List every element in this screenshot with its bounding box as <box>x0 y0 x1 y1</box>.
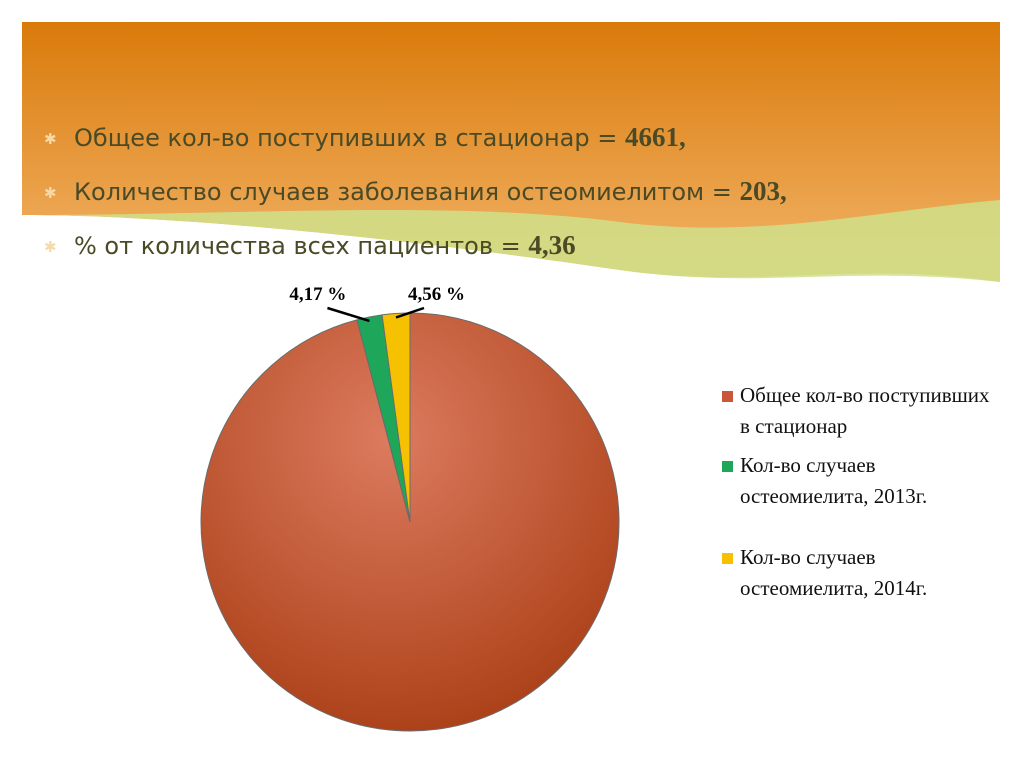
leader-line <box>327 306 370 323</box>
legend-item: Кол-во случаев остеомиелита, 2014г. <box>718 542 998 604</box>
data-label: 4,17 % <box>289 284 346 305</box>
bullet-value: 4661, <box>624 122 686 152</box>
bullet-text: Общее кол-во поступивших в стационар = <box>74 124 625 152</box>
legend-label: Общее кол-во поступивших в стационар <box>740 383 990 438</box>
legend-item: Общее кол-во поступивших в стационар <box>718 380 998 442</box>
bullet-value: 203, <box>739 176 787 206</box>
data-label: 4,56 % <box>408 284 465 305</box>
pie: 4,17 % 4,56 % <box>200 284 620 732</box>
leader-line <box>395 306 425 319</box>
legend-label: Кол-во случаев остеомиелита, 2014г. <box>740 545 928 600</box>
bullet-value: 4,36 <box>528 230 576 260</box>
bullet: ✱ Количество случаев заболевания остеомие… <box>44 176 787 206</box>
bullet-list: ✱ Общее кол-во поступивших в стационар = … <box>44 112 984 274</box>
bullet-text: % от количества всех пациентов = <box>74 232 529 260</box>
legend-swatch <box>722 391 733 402</box>
legend-swatch <box>722 461 733 472</box>
legend-label: Кол-во случаев остеомиелита, 2013г. <box>740 453 928 508</box>
bullet: ✱% от количества всех пациентов = 4,36 <box>44 230 576 260</box>
bullet: ✱ Общее кол-во поступивших в стационар = … <box>44 122 686 152</box>
legend: Общее кол-во поступивших в стационар Кол-… <box>718 380 998 604</box>
bullet-text: Количество случаев заболевания остеомиел… <box>74 178 740 206</box>
legend-item: Кол-во случаев остеомиелита, 2013г. <box>718 450 998 512</box>
header-wave <box>22 200 1000 282</box>
legend-swatch <box>722 553 733 564</box>
